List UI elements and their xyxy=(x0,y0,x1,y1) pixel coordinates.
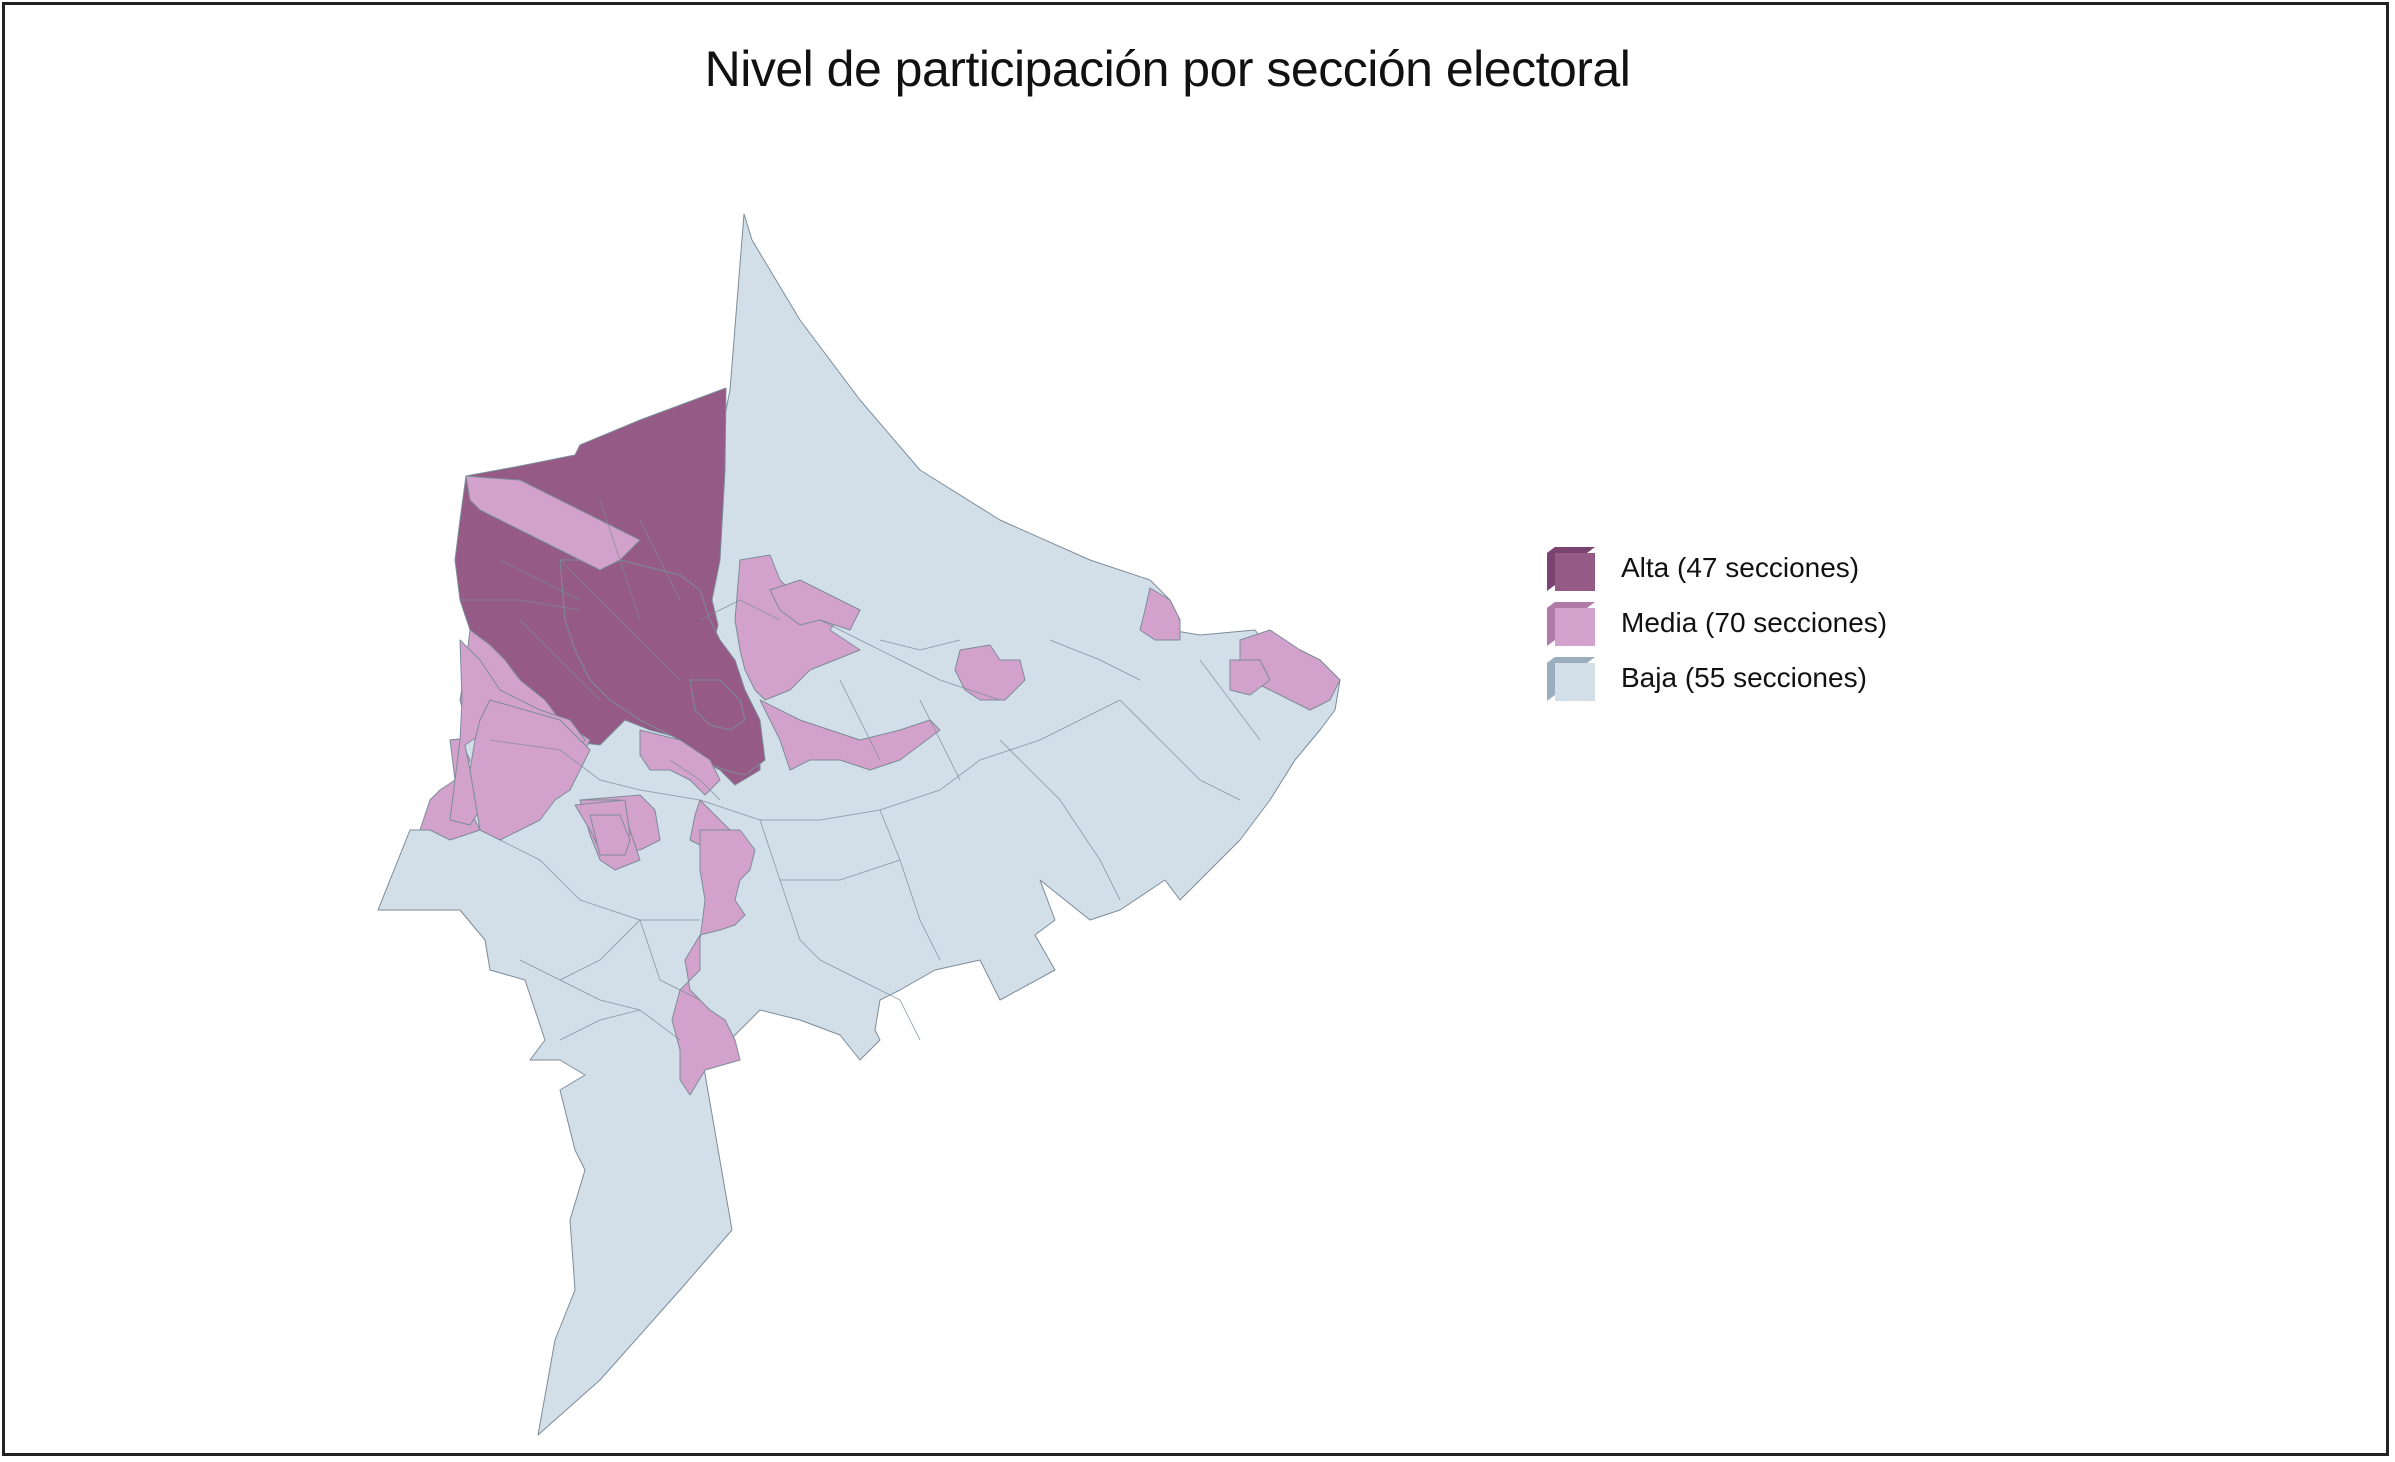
region-media-south-a[interactable] xyxy=(639,729,721,796)
section-boundary-line xyxy=(489,739,701,801)
section-boundary-line xyxy=(999,739,1121,901)
section-boundary-line xyxy=(879,639,961,651)
legend-label-media: Media (70 secciones) xyxy=(1621,606,1888,638)
legend-label-alta: Alta (47 secciones) xyxy=(1621,551,1860,583)
section-boundary-line xyxy=(499,839,700,921)
region-media-east-1[interactable] xyxy=(954,644,1026,701)
region-media-mid-strip[interactable] xyxy=(769,579,861,631)
section-boundary-line xyxy=(519,959,641,1011)
section-boundary-line xyxy=(559,1009,681,1041)
section-boundary-line xyxy=(699,599,781,621)
legend-swatch-alta xyxy=(1545,545,1597,591)
legend-swatch-media xyxy=(1545,600,1597,646)
section-boundary-line xyxy=(879,809,941,961)
section-boundary-line xyxy=(919,699,961,781)
section-boundary-line xyxy=(1119,699,1241,801)
legend-item-media: Media (70 secciones) xyxy=(1545,595,1887,650)
region-media-bottom[interactable] xyxy=(469,699,591,841)
region-media-southern-lobe[interactable] xyxy=(671,829,756,1096)
region-media-east-2[interactable] xyxy=(1139,587,1181,641)
section-boundary-line xyxy=(759,819,861,981)
section-boundary-line xyxy=(859,979,921,1041)
legend-item-baja: Baja (55 secciones) xyxy=(1545,650,1887,705)
section-boundary-line xyxy=(839,679,881,761)
region-media-small-2[interactable] xyxy=(589,814,631,856)
section-boundary-line xyxy=(559,559,681,681)
section-boundary-line xyxy=(780,859,901,881)
section-boundary-line xyxy=(1049,639,1141,681)
legend-label-baja: Baja (55 secciones) xyxy=(1621,661,1867,693)
section-boundary-line xyxy=(1199,659,1261,741)
section-boundary-line xyxy=(460,599,581,611)
section-boundary-line xyxy=(599,499,641,621)
region-alta-east-small[interactable] xyxy=(689,679,746,731)
legend: Alta (47 secciones) Media (70 secciones)… xyxy=(1545,540,1887,705)
section-boundary-line xyxy=(819,619,1001,701)
section-boundary-line xyxy=(669,759,721,801)
section-boundary-line xyxy=(499,559,581,601)
legend-swatch-baja xyxy=(1545,655,1597,701)
region-media-east-4[interactable] xyxy=(1229,659,1271,696)
section-boundary-line xyxy=(519,619,601,701)
section-boundary-line xyxy=(939,699,1121,791)
legend-item-alta: Alta (47 secciones) xyxy=(1545,540,1887,595)
section-boundary-line xyxy=(639,519,681,601)
section-boundaries xyxy=(460,499,1261,1041)
section-boundary-line xyxy=(559,919,641,981)
region-media-east-corridor[interactable] xyxy=(759,699,941,771)
section-boundary-line xyxy=(699,789,941,821)
section-boundary-line xyxy=(639,919,701,1001)
map-title: Nivel de participación por sección elect… xyxy=(704,41,1631,97)
